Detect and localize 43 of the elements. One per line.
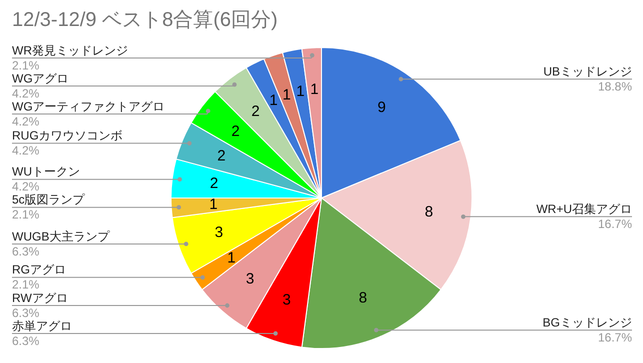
data-label: 3: [214, 224, 224, 241]
slice-label: WUGB大主ランプ: [12, 229, 110, 244]
text: 18.8%: [598, 79, 632, 94]
text: 6.3%: [12, 306, 40, 320]
data-label: 1: [310, 81, 319, 98]
data-label: 8: [358, 289, 368, 306]
slice-label: WUトークン: [12, 164, 80, 179]
slice-label: 赤単アグロ: [12, 318, 72, 333]
text: 16.7%: [598, 216, 632, 231]
slice-label: 5c版図ランプ: [12, 192, 86, 207]
slice-label: BGミッドレンジ: [542, 315, 632, 330]
slice-label: RWアグロ: [12, 290, 68, 305]
text: 2.1%: [12, 278, 40, 292]
text: 6.3%: [12, 334, 40, 348]
slice-label: WR+U召集アグロ: [536, 202, 632, 216]
chart-title: 12/3-12/9 ベスト8合算(6回分): [12, 8, 278, 33]
text: 2.1%: [12, 58, 40, 72]
text: 4.2%: [12, 114, 40, 128]
data-label: 1: [269, 92, 278, 109]
text: 2.1%: [12, 208, 40, 222]
data-label: 8: [424, 203, 434, 220]
data-label: 2: [210, 174, 218, 192]
slice-label: RGアグロ: [12, 262, 66, 277]
data-label: 1: [282, 86, 291, 104]
text: 4.2%: [12, 144, 40, 158]
data-label: 3: [246, 270, 254, 288]
text: 4.2%: [12, 86, 40, 100]
text: 16.7%: [598, 330, 632, 344]
slice-label: UBミッドレンジ: [543, 64, 632, 78]
slice-label: RUGカワウソコンボ: [12, 128, 123, 143]
data-label: 2: [231, 123, 240, 140]
data-label: 1: [296, 82, 305, 100]
text: 4.2%: [12, 180, 40, 194]
data-label: 2: [217, 148, 226, 165]
data-label: 1: [209, 196, 218, 214]
slice-label: WGアーティファクトアグロ: [12, 99, 165, 114]
data-label: 9: [378, 99, 386, 116]
data-label: 2: [251, 103, 260, 120]
slice-label: WR発見ミッドレンジ: [12, 43, 128, 58]
slice-label: WGアグロ: [12, 71, 69, 86]
data-label: 1: [227, 249, 236, 266]
data-label: 3: [282, 292, 291, 309]
text: 6.3%: [12, 244, 40, 258]
